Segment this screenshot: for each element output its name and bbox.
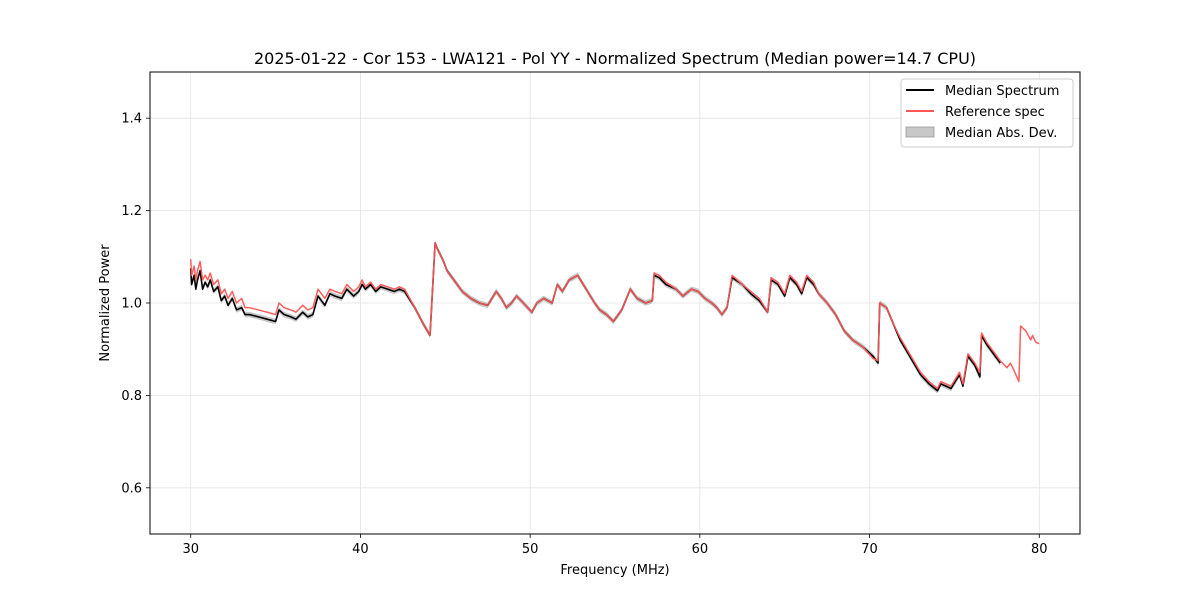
x-axis-label: Frequency (MHz)	[560, 563, 669, 578]
legend-mad-swatch	[905, 126, 935, 138]
x-tick-label: 60	[692, 542, 709, 557]
y-axis: 0.6 0.8 1.0 1.2 1.4	[121, 112, 150, 496]
x-axis: 30 40 50 60 70 80	[182, 534, 1048, 557]
y-tick-label: 1.0	[121, 297, 142, 312]
plot-area	[189, 240, 1040, 394]
legend: Median Spectrum Reference spec Median Ab…	[900, 78, 1074, 148]
y-tick-label: 1.4	[121, 112, 142, 127]
x-tick-label: 80	[1031, 542, 1048, 557]
y-tick-label: 0.6	[121, 481, 142, 496]
x-tick-label: 40	[352, 542, 369, 557]
legend-mad-label: Median Abs. Dev.	[945, 126, 1057, 141]
chart-title: 2025-01-22 - Cor 153 - LWA121 - Pol YY -…	[254, 49, 976, 68]
y-axis-label: Normalized Power	[98, 244, 113, 362]
x-tick-label: 70	[861, 542, 878, 557]
x-tick-label: 30	[182, 542, 199, 557]
y-tick-label: 1.2	[121, 204, 142, 219]
legend-reference-label: Reference spec	[945, 105, 1045, 120]
reference-spectrum-line	[189, 242, 1040, 390]
legend-median-label: Median Spectrum	[945, 84, 1059, 99]
y-tick-label: 0.8	[121, 389, 142, 404]
x-tick-label: 50	[522, 542, 539, 557]
legend-box	[900, 78, 1074, 148]
